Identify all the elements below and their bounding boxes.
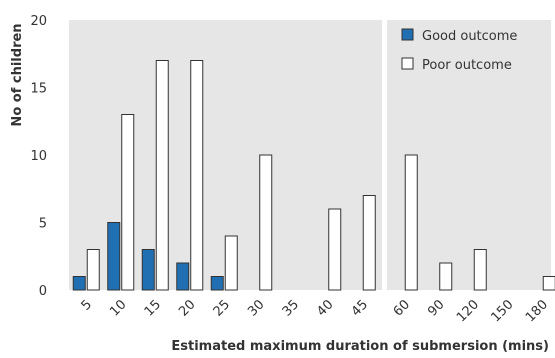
bar-poor-25 — [224, 235, 238, 291]
x-tick-label: 60 — [391, 297, 413, 319]
bar-poor-5 — [86, 249, 100, 291]
legend-label-good: Good outcome — [422, 29, 517, 44]
y-tick-label: 0 — [39, 284, 47, 299]
bar-good-5 — [72, 276, 86, 291]
x-axis-title: Estimated maximum duration of submersion… — [171, 339, 549, 354]
x-tick-label: 5 — [79, 297, 95, 313]
x-tick-label: 25 — [211, 297, 233, 319]
bar-poor-30 — [259, 154, 273, 291]
bar-poor-90 — [439, 262, 453, 291]
legend-swatch-good — [401, 28, 414, 41]
bar-poor-180 — [542, 276, 555, 291]
bar-poor-40 — [328, 208, 342, 291]
bar-good-20 — [176, 262, 190, 291]
legend-swatch-poor — [401, 57, 414, 70]
x-tick-label: 35 — [280, 297, 302, 319]
bar-good-10 — [107, 222, 121, 291]
y-axis-title: No of children — [10, 23, 25, 126]
legend: Good outcome Poor outcome — [401, 28, 517, 73]
bar-poor-60 — [404, 154, 418, 291]
x-tick-label: 180 — [523, 297, 551, 325]
bar-poor-10 — [121, 114, 135, 291]
bar-good-15 — [141, 249, 155, 291]
x-tick-label: 20 — [176, 297, 198, 319]
x-tick-label: 150 — [488, 297, 516, 325]
bar-poor-45 — [362, 195, 376, 291]
bar-poor-120 — [473, 249, 487, 291]
y-tick-label: 15 — [30, 82, 47, 97]
bar-good-25 — [210, 276, 224, 291]
x-tick-label: 45 — [349, 297, 371, 319]
x-tick-label: 15 — [142, 297, 164, 319]
x-tick-label: 10 — [107, 297, 129, 319]
y-tick-label: 5 — [39, 217, 47, 232]
bar-poor-15 — [155, 60, 169, 291]
y-axis-ticks: 0 5 10 15 20 — [30, 14, 47, 299]
bars — [72, 60, 555, 291]
x-tick-label: 40 — [314, 297, 336, 319]
x-tick-label: 90 — [425, 297, 447, 319]
legend-label-poor: Poor outcome — [422, 58, 512, 73]
x-axis-ticks: 5 10 15 20 25 30 35 40 45 60 90 120 150 180 — [79, 297, 551, 325]
y-tick-label: 20 — [30, 14, 47, 29]
y-tick-label: 10 — [30, 149, 47, 164]
x-tick-label: 30 — [245, 297, 267, 319]
bar-poor-20 — [190, 60, 204, 291]
x-tick-label: 120 — [454, 297, 482, 325]
